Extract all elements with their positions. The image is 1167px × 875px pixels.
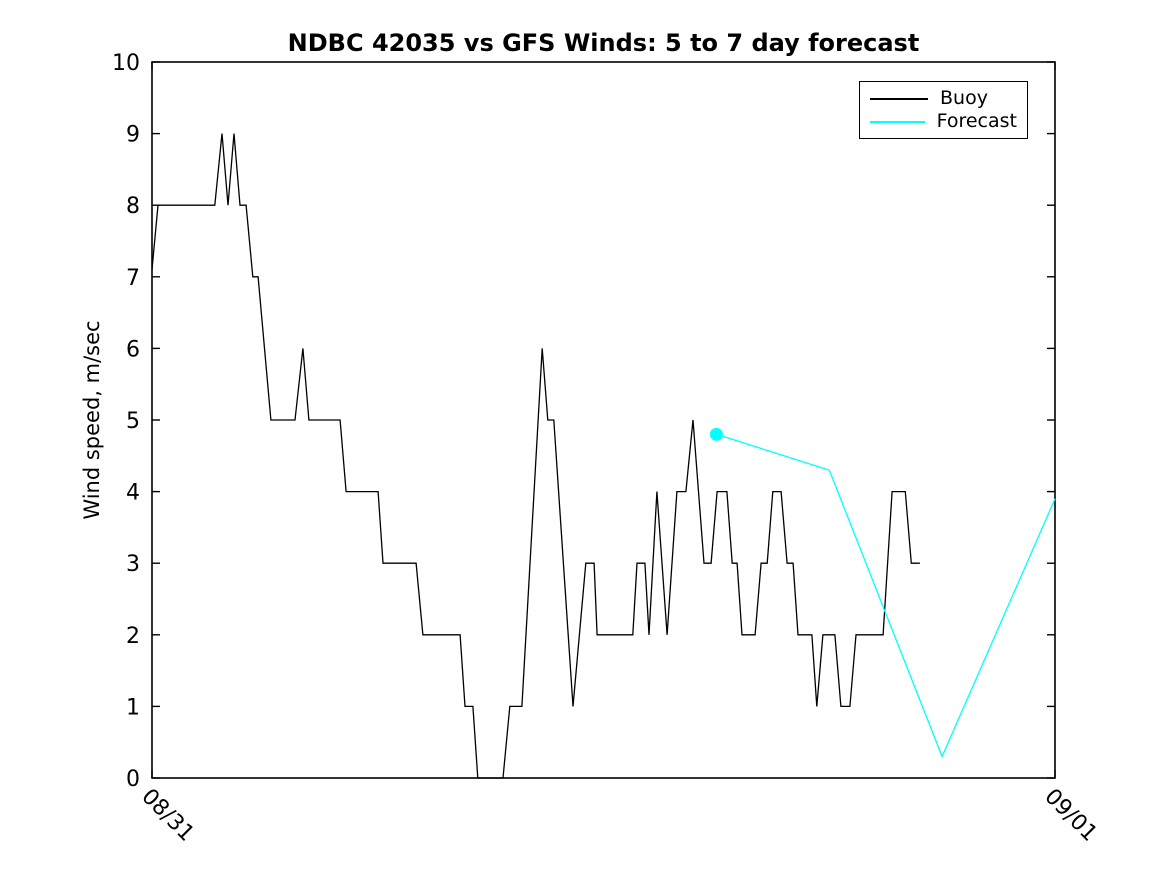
y-tick-label: 0 — [126, 767, 140, 792]
y-axis-label: Wind speed, m/sec — [80, 320, 104, 519]
y-tick-label: 5 — [126, 409, 140, 434]
x-tick-label: 08/31 — [136, 784, 199, 847]
y-tick-label: 1 — [126, 695, 140, 720]
y-tick-label: 7 — [126, 266, 140, 291]
y-tick-label: 2 — [126, 624, 140, 649]
forecast-line — [716, 433, 1056, 759]
forecast-start-marker — [709, 427, 723, 441]
buoy-line — [151, 133, 920, 779]
y-tick-label: 4 — [126, 481, 140, 506]
y-tick-label: 9 — [126, 123, 140, 148]
legend-label-forecast: Forecast — [936, 110, 1017, 132]
buoy-line-sample-icon — [870, 97, 928, 100]
forecast-line-sample-icon — [870, 120, 925, 123]
legend: Buoy Forecast — [859, 81, 1028, 139]
legend-label-buoy: Buoy — [940, 87, 988, 109]
x-tick-label: 09/01 — [1039, 784, 1102, 847]
legend-entry-forecast: Forecast — [870, 112, 1017, 131]
legend-entry-buoy: Buoy — [870, 89, 1017, 108]
y-tick-label: 6 — [126, 337, 140, 362]
y-tick-label: 10 — [112, 51, 140, 76]
y-tick-label: 3 — [126, 552, 140, 577]
chart-title: NDBC 42035 vs GFS Winds: 5 to 7 day fore… — [287, 29, 920, 57]
y-tick-label: 8 — [126, 194, 140, 219]
